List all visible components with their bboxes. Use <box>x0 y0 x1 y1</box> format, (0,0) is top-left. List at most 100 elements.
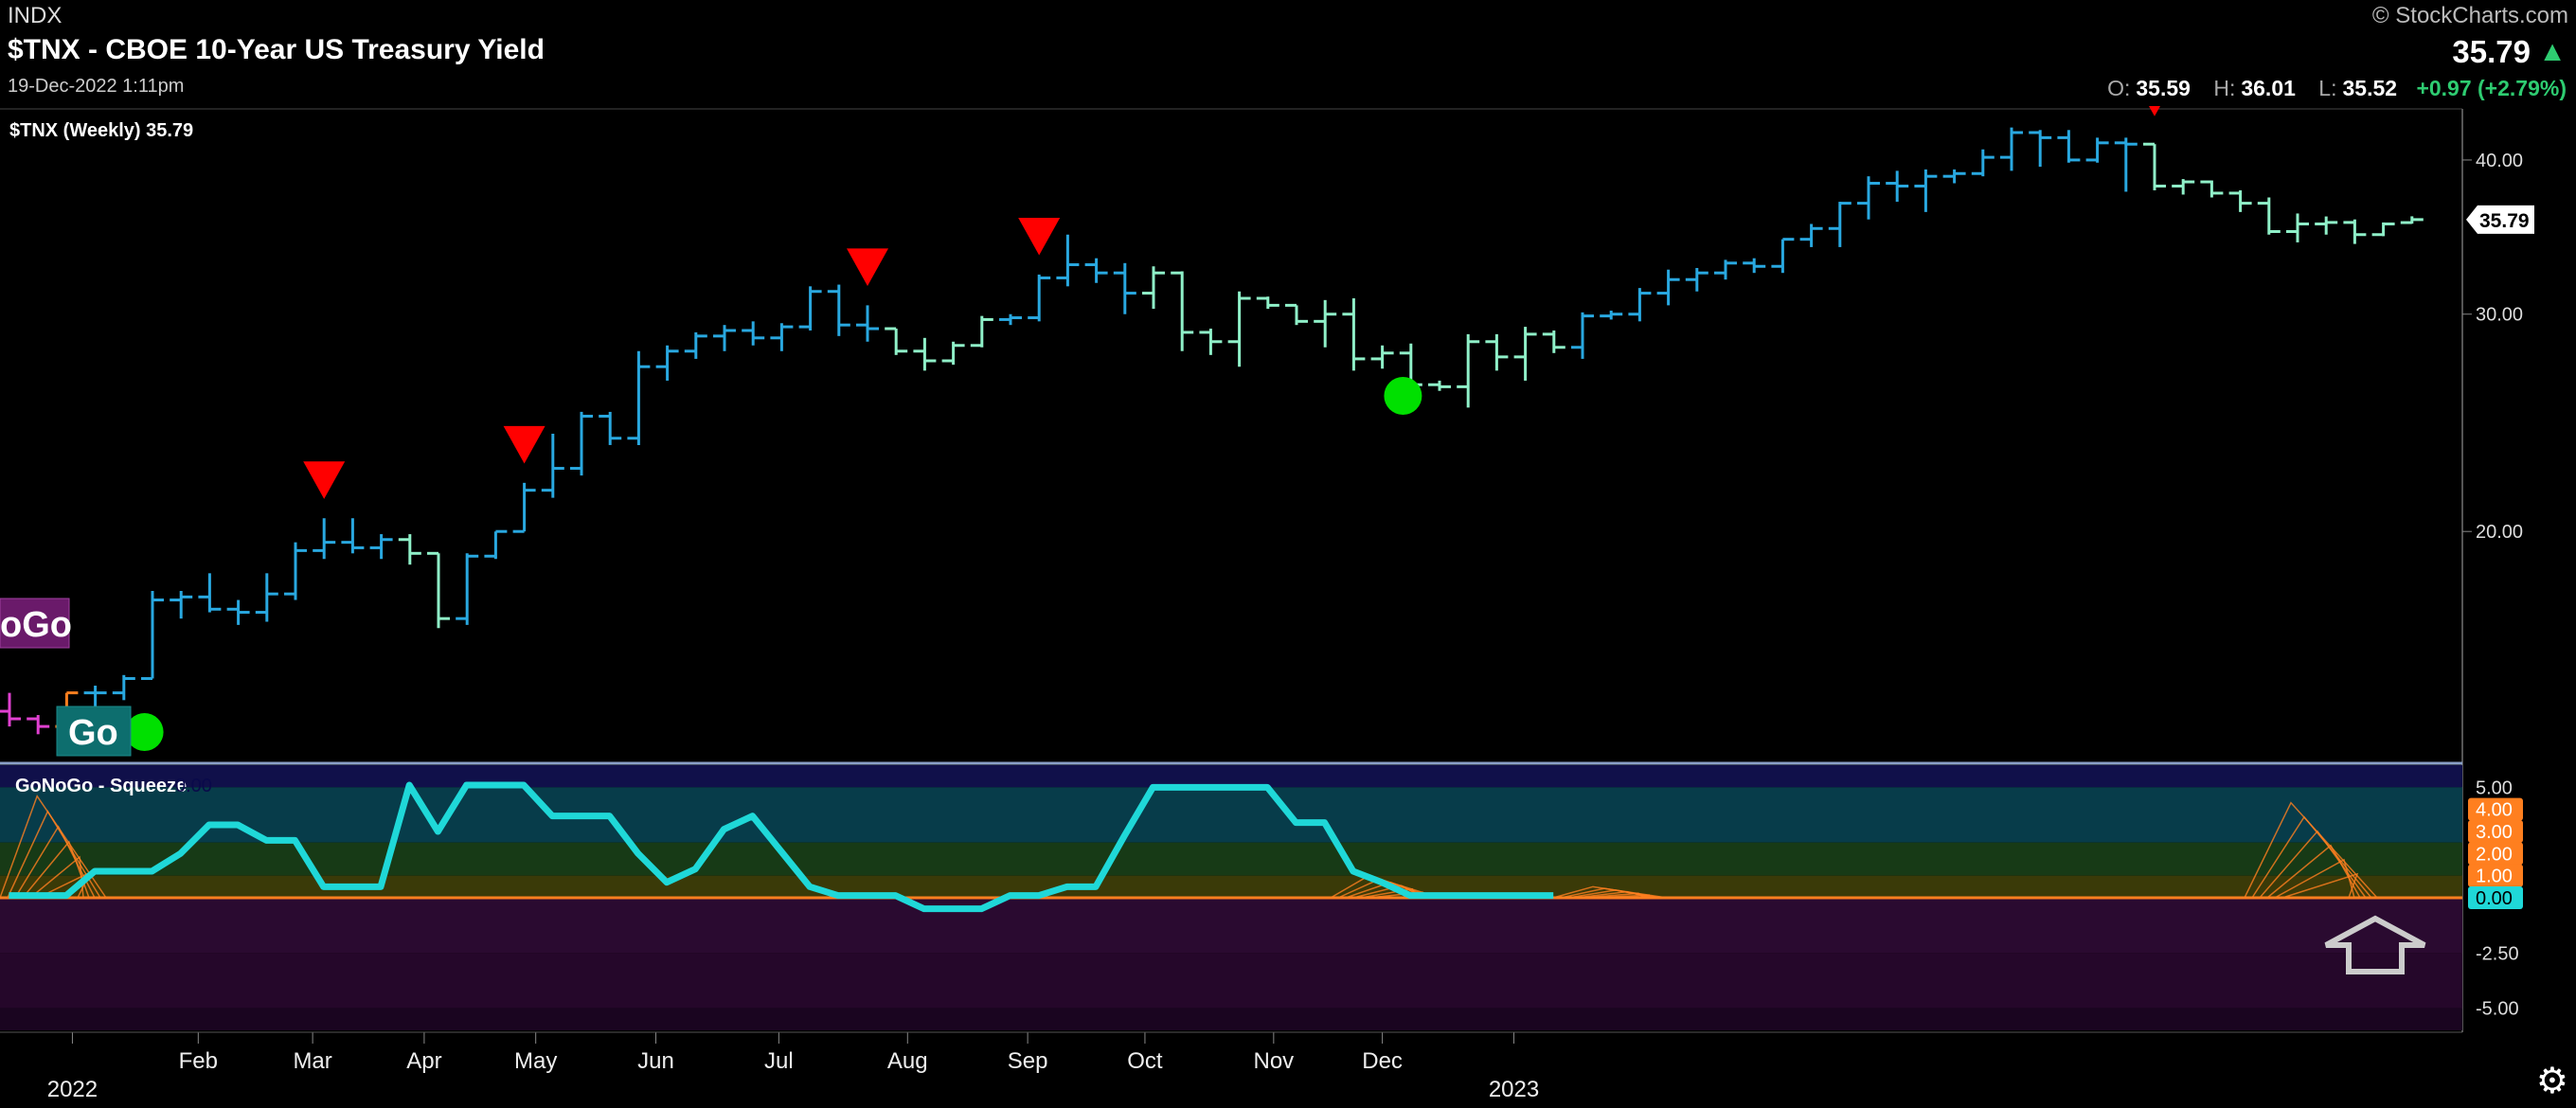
squeeze-tent <box>0 795 107 899</box>
ohlc-bar <box>2085 137 2109 163</box>
squeeze-tent <box>2244 801 2378 899</box>
ohlc-bar <box>2400 216 2424 224</box>
squeeze-tent <box>2274 858 2355 899</box>
gear-icon[interactable]: ⚙ <box>2535 1062 2568 1101</box>
ohlc-bar <box>1457 333 1480 408</box>
osc-tick-badge <box>2468 864 2523 887</box>
osc-tick-label: 3.00 <box>2476 822 2513 843</box>
ohlc-bar <box>141 590 164 681</box>
oscillator-panel-label: GoNoGo - Squeeze <box>15 776 187 796</box>
ohlc-bar <box>1685 267 1708 292</box>
ohlc-bar <box>1342 298 1366 371</box>
x-tick-label: Feb <box>179 1048 218 1074</box>
go-legend-label: Go <box>68 713 118 753</box>
go-trend-dot <box>125 713 164 751</box>
ohlc-bar <box>1084 258 1108 283</box>
ohlc-bar <box>226 599 250 625</box>
ohlc-bar <box>398 534 421 565</box>
ohlc-bar <box>512 482 536 533</box>
ohlc-bar <box>684 331 707 359</box>
ohlc-bar <box>1199 329 1223 355</box>
x-tick-label: Oct <box>1127 1048 1163 1074</box>
change-value: +0.97 (+2.79%) <box>2416 76 2567 100</box>
price-panel-label: $TNX (Weekly) 35.79 <box>9 120 193 141</box>
ohlc-bar <box>970 315 993 348</box>
ohlc-bar <box>484 529 508 560</box>
ohlc-bar <box>2286 213 2309 242</box>
ohlc-bar <box>1714 259 1737 280</box>
ohlc-bar <box>2371 222 2395 237</box>
ohlc-bar <box>1628 288 1652 322</box>
oscillator-panel-value: 0.00 <box>175 776 212 796</box>
ohlc-bar <box>341 518 365 554</box>
ohlc-bar <box>1285 303 1308 326</box>
ohlc-bar <box>0 692 21 727</box>
oscillator-band <box>0 765 2462 788</box>
countertrend-marker <box>2149 106 2160 116</box>
ohlc-bar <box>2114 137 2138 192</box>
last-price: 35.79 <box>2452 34 2531 69</box>
osc-tick-label: -2.50 <box>2476 943 2519 964</box>
ohlc-bar <box>1171 271 1194 351</box>
ohlc-bar <box>112 674 135 701</box>
oscillator-band <box>0 875 2462 898</box>
oscillator-band <box>0 953 2462 1009</box>
go-trend-dot <box>1384 377 1422 415</box>
ohlc-bar <box>1656 269 1680 306</box>
squeeze-tent <box>7 810 101 899</box>
squeeze-tent <box>2251 815 2372 899</box>
ohlc-bar <box>1513 327 1537 381</box>
ohlc-bar <box>570 411 593 476</box>
exchange-label: INDX <box>8 3 63 28</box>
ohlc-bar <box>742 321 765 346</box>
squeeze-tent <box>14 825 96 899</box>
ohlc-bar <box>856 305 879 342</box>
ohlc-bar <box>1256 296 1279 310</box>
ohlc-bar <box>1056 234 1080 287</box>
x-tick-label: Dec <box>1362 1048 1403 1074</box>
x-tick-label: May <box>514 1048 557 1074</box>
oscillator-band <box>0 1008 2462 1030</box>
ohlc-bar <box>541 434 564 498</box>
up-arrow-icon <box>2324 915 2426 974</box>
x-tick-label: Sep <box>1008 1048 1048 1074</box>
ohlc-bar <box>313 518 336 560</box>
ohlc-bar <box>1857 176 1880 220</box>
ohlc-bar <box>2143 142 2166 190</box>
osc-tick-label: 0.00 <box>2476 888 2513 909</box>
countertrend-marker <box>503 425 546 464</box>
ohlc-bar <box>999 313 1022 326</box>
ohlc-bar <box>1142 266 1165 310</box>
ohlc-bar <box>713 325 736 351</box>
ohlc-bar <box>1485 333 1509 371</box>
osc-tick-badge <box>2468 797 2523 821</box>
ohlc-bar <box>1971 149 1995 177</box>
low-label: L: <box>2318 76 2337 100</box>
ohlc-bar <box>2228 189 2252 212</box>
ohlc-bar <box>827 284 850 336</box>
copyright-link[interactable]: © StockCharts.com <box>2371 3 2568 28</box>
ohlc-bar <box>1886 170 1909 203</box>
ohlc-bar <box>2000 127 2023 171</box>
price-tag-label: 35.79 <box>2479 210 2530 232</box>
ohlc-bar <box>27 715 50 735</box>
high-label: H: <box>2213 76 2236 100</box>
open-label: O: <box>2107 76 2131 100</box>
osc-tick-label: 5.00 <box>2476 777 2513 798</box>
countertrend-marker <box>1018 217 1061 256</box>
osc-tick-label: -5.00 <box>2476 999 2519 1020</box>
ohlc-bar <box>885 327 908 355</box>
ohlc-bar <box>1227 291 1251 367</box>
ohlc-bar <box>2315 216 2338 235</box>
ohlc-bar <box>1743 258 1766 274</box>
ohlc-bar <box>1942 169 1966 184</box>
squeeze-tent <box>1590 894 1651 899</box>
ohlc-bar <box>599 411 622 445</box>
ohlc-bar <box>1542 330 1565 353</box>
price-tick-label: 40.00 <box>2476 151 2523 171</box>
x-tick-label: 2022 <box>47 1077 98 1102</box>
osc-tick-label: 1.00 <box>2476 867 2513 887</box>
ohlc-bar <box>198 573 222 613</box>
osc-tick-label: 4.00 <box>2476 800 2513 821</box>
